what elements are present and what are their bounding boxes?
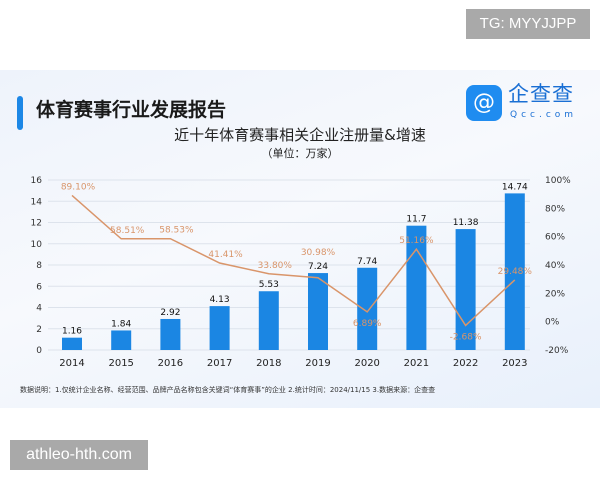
report-title: 体育赛事行业发展报告 [36,99,227,121]
watermark-top: TG: MYYJJPP [466,9,590,39]
line-label: 58.51% [110,226,145,236]
x-tick: 2018 [256,358,281,369]
report-card: 体育赛事行业发展报告 @ 企查查 Qcc.com 近十年体育赛事相关企业注册量&… [0,70,600,408]
y-left-tick: 2 [36,325,42,335]
footnote: 数据说明：1.仅统计企业名称、经营范围、品牌产品名称包含关键词“体育赛事”的企业… [20,386,436,394]
bar [258,291,279,350]
y-right-tick: -20% [545,346,569,356]
y-left-tick: 8 [36,261,42,271]
x-tick: 2014 [59,358,84,369]
y-left-tick: 14 [31,197,43,207]
bar-label: 1.16 [62,327,82,337]
bar-label: 4.13 [210,295,230,305]
q-logo-icon: @ [466,85,502,121]
bar [209,306,230,350]
y-left-tick: 10 [31,240,43,250]
y-left-tick: 12 [31,219,42,229]
bar [111,330,132,350]
logo-name: 企查查 [508,82,574,106]
watermark-bottom: athleo-hth.com [10,440,148,470]
y-right-tick: 80% [545,204,565,214]
x-tick: 2015 [108,358,133,369]
bar-label: 1.84 [111,319,131,329]
bar-label: 5.53 [259,280,279,290]
x-tick: 2023 [502,358,527,369]
bar [308,273,328,350]
chart-subtitle: （单位：万家） [261,147,339,160]
line-label: 89.10% [61,182,96,192]
x-tick: 2019 [305,358,330,369]
bar-label: 11.38 [453,218,479,228]
bar-label: 7.74 [357,257,377,267]
line-label: 58.53% [159,226,194,236]
bar [62,337,82,350]
x-tick: 2020 [354,358,379,369]
y-right-tick: 60% [545,233,565,243]
bar-label: 7.24 [308,262,328,272]
line-label: 30.98% [301,248,336,258]
bar [455,229,476,350]
y-right-tick: 100% [545,176,571,186]
growth-line [71,194,516,327]
line-label: -2.68% [450,332,482,342]
y-right-tick: 20% [545,289,565,299]
y-right-tick: 40% [545,261,565,271]
y-left-tick: 4 [36,304,42,314]
line-label: 29.48% [498,267,533,277]
y-left-tick: 6 [36,282,42,292]
chart-title: 近十年体育赛事相关企业注册量&增速 [174,126,426,144]
line-label: 33.80% [258,261,293,271]
bar-label: 14.74 [502,182,528,192]
x-tick: 2017 [207,358,232,369]
y-left-tick: 0 [36,346,42,356]
title-accent [17,96,23,130]
x-tick: 2022 [453,358,478,369]
x-tick: 2016 [158,358,183,369]
y-left-tick: 16 [31,176,43,186]
y-right-tick: 0% [545,318,560,328]
bar-label: 2.92 [160,308,180,318]
line-label: 41.41% [208,250,243,260]
line-label: 51.16% [399,236,434,246]
bar [357,267,378,350]
logo-sub: Qcc.com [510,110,578,120]
bar [504,193,525,350]
x-tick: 2021 [404,358,429,369]
bar-label: 11.7 [406,215,426,225]
bar [160,318,181,350]
line-label: 6.89% [353,319,382,329]
